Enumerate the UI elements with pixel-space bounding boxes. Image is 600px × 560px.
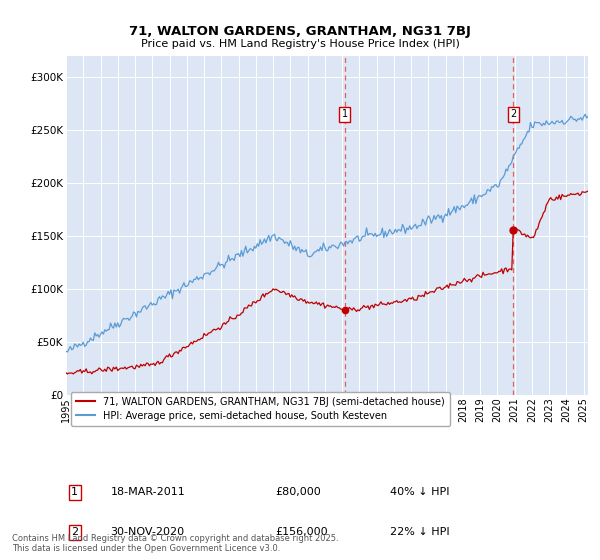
Text: 2: 2 (71, 528, 79, 537)
Text: 1: 1 (71, 487, 78, 497)
Text: £80,000: £80,000 (275, 487, 320, 497)
Legend: 71, WALTON GARDENS, GRANTHAM, NG31 7BJ (semi-detached house), HPI: Average price: 71, WALTON GARDENS, GRANTHAM, NG31 7BJ (… (71, 392, 449, 426)
Text: 22% ↓ HPI: 22% ↓ HPI (389, 528, 449, 537)
Text: Contains HM Land Registry data © Crown copyright and database right 2025.
This d: Contains HM Land Registry data © Crown c… (12, 534, 338, 553)
Text: 40% ↓ HPI: 40% ↓ HPI (389, 487, 449, 497)
Text: 71, WALTON GARDENS, GRANTHAM, NG31 7BJ: 71, WALTON GARDENS, GRANTHAM, NG31 7BJ (129, 25, 471, 38)
Text: Price paid vs. HM Land Registry's House Price Index (HPI): Price paid vs. HM Land Registry's House … (140, 39, 460, 49)
Text: 2: 2 (510, 109, 517, 119)
Text: £156,000: £156,000 (275, 528, 328, 537)
Text: 30-NOV-2020: 30-NOV-2020 (110, 528, 184, 537)
Text: 1: 1 (342, 109, 348, 119)
Text: 18-MAR-2011: 18-MAR-2011 (110, 487, 185, 497)
